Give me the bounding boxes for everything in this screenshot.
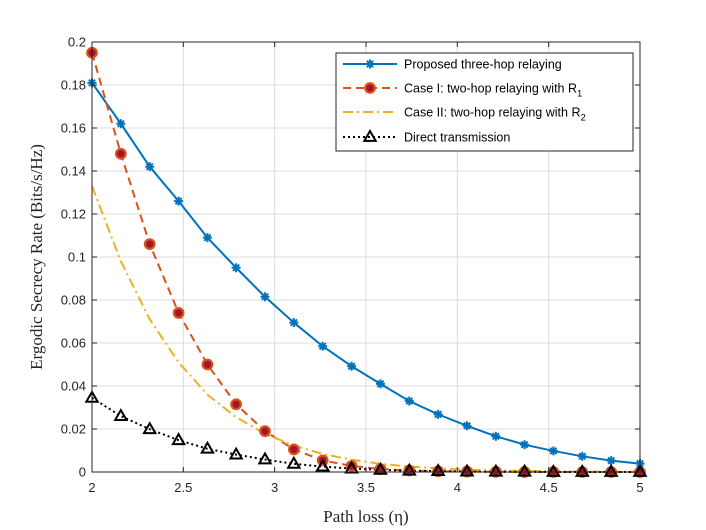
data-point-s2 bbox=[287, 443, 300, 456]
data-point-s1 bbox=[375, 379, 385, 389]
data-point-s1 bbox=[202, 233, 212, 243]
legend-subscript: 2 bbox=[580, 113, 585, 124]
data-point-s4 bbox=[257, 451, 273, 465]
asterisk-stroke bbox=[434, 410, 443, 419]
legend-label-2: Case I: two-hop relaying with R1 bbox=[404, 82, 582, 100]
legend-label-4: Direct transmission bbox=[404, 131, 510, 145]
data-point-s1 bbox=[174, 196, 184, 206]
data-point-s4 bbox=[603, 463, 619, 477]
data-point-s2 bbox=[259, 425, 271, 438]
data-point-s4 bbox=[545, 463, 561, 477]
data-point-s1 bbox=[145, 162, 155, 172]
data-point-s2 bbox=[230, 398, 243, 411]
asterisk-stroke bbox=[261, 292, 269, 301]
asterisk-stroke bbox=[289, 318, 298, 327]
series-line-3 bbox=[91, 185, 640, 473]
y-tick-label: 0.06 bbox=[61, 336, 86, 351]
x-tick-label: 4.5 bbox=[540, 480, 558, 495]
data-point-s4 bbox=[228, 446, 244, 460]
x-tick-label: 3.5 bbox=[357, 480, 375, 495]
data-point-s1 bbox=[116, 119, 126, 129]
y-tick-label: 0.2 bbox=[68, 35, 86, 50]
legend-marker-1 bbox=[365, 59, 375, 69]
asterisk-stroke bbox=[318, 342, 327, 351]
data-point-s4 bbox=[373, 461, 388, 475]
x-tick-label: 3 bbox=[271, 480, 278, 495]
x-tick-label: 5 bbox=[636, 480, 643, 495]
asterisk-stroke bbox=[145, 162, 154, 171]
data-point-s4 bbox=[200, 440, 215, 454]
asterisk-stroke bbox=[203, 233, 212, 242]
data-point-s1 bbox=[404, 396, 414, 406]
y-tick-label: 0.1 bbox=[68, 250, 86, 265]
y-axis-title: Ergodic Secrecy Rate (Bits/s/Hz) bbox=[27, 144, 46, 370]
data-point-s4 bbox=[574, 463, 590, 477]
data-point-s1 bbox=[347, 361, 357, 371]
data-point-s1 bbox=[606, 456, 616, 466]
asterisk-stroke bbox=[578, 452, 587, 461]
data-point-s4 bbox=[488, 463, 504, 477]
asterisk-stroke bbox=[463, 421, 471, 430]
data-point-s4 bbox=[286, 455, 302, 469]
asterisk-stroke bbox=[405, 397, 414, 405]
asterisk-stroke bbox=[520, 440, 529, 449]
asterisk-stroke bbox=[376, 379, 385, 388]
data-point-s1 bbox=[260, 292, 270, 302]
tick-labels: 2 2.5 3 3.5 4 4.5 5 0 0.02 0.04 0.06 0.08 0.1 0.12 0.1… bbox=[61, 35, 644, 496]
legend-subscript: 1 bbox=[577, 89, 582, 100]
data-point-s2 bbox=[114, 147, 127, 160]
data-point-s2 bbox=[172, 307, 185, 319]
data-point-s4 bbox=[459, 463, 475, 477]
ticks bbox=[91, 41, 641, 473]
data-point-s4 bbox=[142, 421, 158, 435]
series-line-1 bbox=[91, 82, 641, 465]
data-point-s1 bbox=[520, 440, 530, 450]
legend-label-3: Case II: two-hop relaying with R2 bbox=[404, 106, 586, 124]
y-tick-label: 0 bbox=[79, 465, 86, 480]
x-tick-label: 2 bbox=[88, 480, 95, 495]
data-point-s1 bbox=[433, 409, 443, 419]
data-point-s1 bbox=[462, 421, 472, 431]
data-point-s4 bbox=[632, 463, 648, 477]
data-point-s2 bbox=[143, 238, 156, 251]
data-point-s4 bbox=[430, 463, 446, 477]
data-point-s1 bbox=[289, 318, 299, 328]
asterisk-stroke bbox=[174, 197, 183, 205]
asterisk-stroke bbox=[366, 60, 374, 68]
asterisk-stroke bbox=[549, 447, 558, 455]
y-tick-label: 0.12 bbox=[61, 207, 86, 222]
asterisk-stroke bbox=[607, 456, 615, 465]
data-point-s1 bbox=[318, 341, 328, 351]
y-tick-label: 0.08 bbox=[61, 293, 86, 308]
asterisk-stroke bbox=[117, 119, 125, 128]
data-point-s4 bbox=[517, 463, 532, 477]
legend-marker-4 bbox=[362, 128, 378, 142]
data-point-s1 bbox=[231, 263, 241, 273]
data-point-s4 bbox=[171, 432, 187, 446]
asterisk-stroke bbox=[492, 432, 500, 441]
x-tick-label: 4 bbox=[454, 480, 461, 495]
legend: Proposed three-hop relaying Case I: two-h… bbox=[335, 52, 634, 152]
data-point-s4 bbox=[113, 408, 129, 421]
legend-items: Proposed three-hop relaying Case I: two-h… bbox=[343, 58, 586, 145]
y-tick-label: 0.16 bbox=[61, 121, 86, 136]
data-point-s1 bbox=[491, 431, 501, 441]
x-tick-label: 2.5 bbox=[174, 480, 192, 495]
data-point-s4 bbox=[401, 462, 417, 476]
legend-box bbox=[335, 52, 634, 152]
data-point-s4 bbox=[315, 458, 331, 472]
data-point-s2 bbox=[201, 358, 214, 371]
y-tick-label: 0.04 bbox=[61, 379, 86, 394]
legend-label-1: Proposed three-hop relaying bbox=[404, 58, 562, 72]
asterisk-stroke bbox=[347, 362, 356, 371]
x-axis-title: Path loss (η) bbox=[323, 507, 408, 526]
y-tick-label: 0.02 bbox=[61, 422, 86, 437]
data-point-s1 bbox=[577, 451, 587, 461]
legend-marker-2 bbox=[364, 82, 376, 94]
asterisk-stroke bbox=[232, 263, 240, 272]
y-tick-label: 0.18 bbox=[61, 78, 86, 93]
data-point-s1 bbox=[548, 446, 558, 456]
y-tick-label: 0.14 bbox=[61, 164, 86, 179]
